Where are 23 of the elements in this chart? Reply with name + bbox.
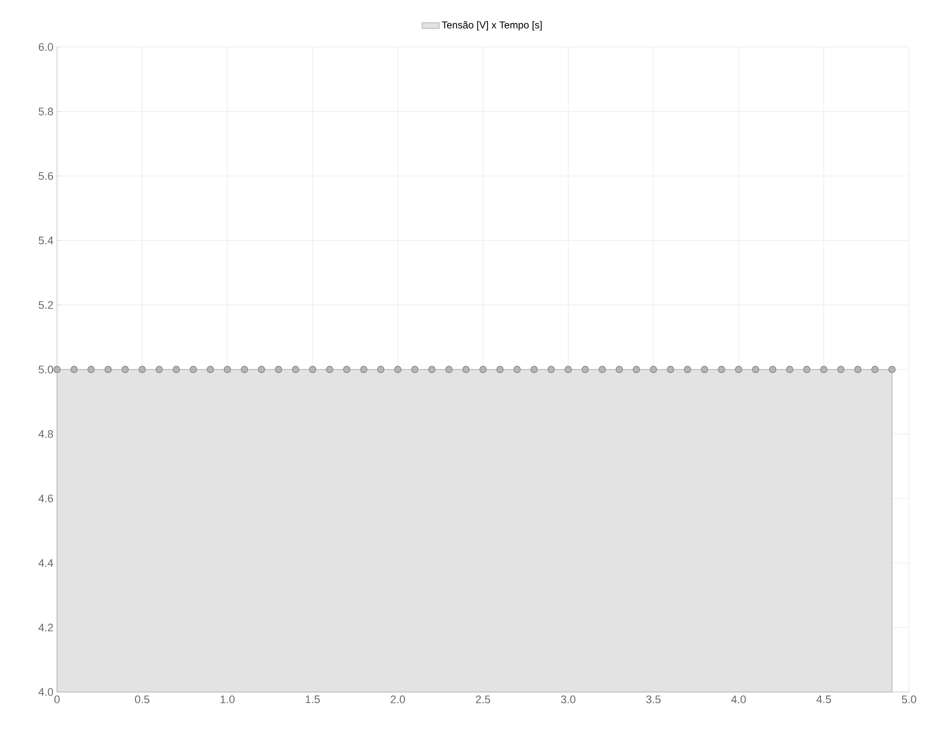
- x-tick-label: 2.0: [390, 696, 405, 704]
- y-tick-label: 4.6: [38, 494, 54, 502]
- legend-label: Tensão [V] x Tempo [s]: [442, 21, 542, 30]
- y-tick-label: 6.0: [38, 43, 54, 51]
- x-tick-label: 4.0: [731, 696, 746, 704]
- x-tick-label: 2.5: [476, 696, 490, 704]
- y-tick-label: 5.4: [38, 236, 54, 244]
- y-tick-label: 4.2: [38, 624, 53, 632]
- x-tick-label: 1.0: [220, 696, 235, 704]
- y-tick-label: 5.8: [38, 108, 54, 116]
- y-tick-label: 4.0: [38, 688, 54, 696]
- x-tick-label: 0.5: [135, 696, 150, 704]
- x-tick-label: 1.5: [306, 696, 320, 704]
- x-tick-label: 5.0: [902, 696, 916, 704]
- x-tick-label: 3.5: [646, 696, 661, 704]
- x-tick-label: 3.0: [561, 696, 576, 704]
- y-tick-label: 5.0: [38, 366, 54, 374]
- y-tick-label: 5.2: [38, 301, 53, 309]
- y-tick-label: 4.4: [38, 559, 54, 567]
- y-tick-label: 4.8: [38, 430, 54, 438]
- x-tick-label: 0: [54, 696, 60, 704]
- x-tick-label: 4.5: [816, 696, 831, 704]
- y-tick-label: 5.6: [38, 172, 54, 180]
